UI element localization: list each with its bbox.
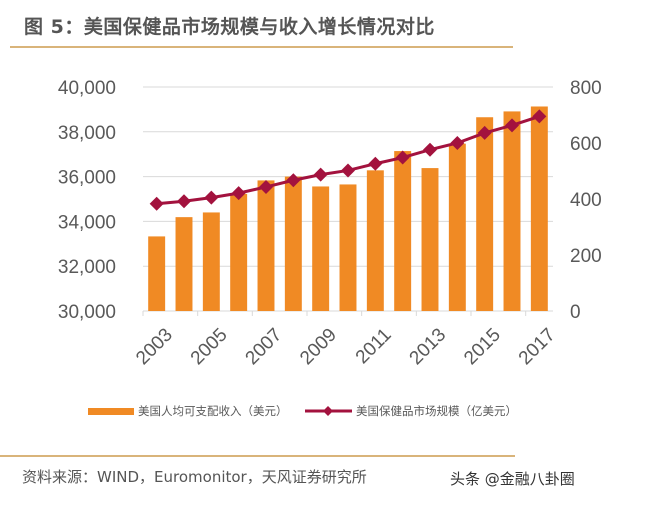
bar-2007 — [257, 180, 275, 311]
line-marker-2012 — [395, 150, 410, 165]
bar-2003 — [148, 236, 166, 311]
line-marker-2003 — [149, 196, 164, 211]
line-marker-2004 — [177, 194, 191, 209]
line-marker-2015 — [477, 125, 492, 140]
line-marker-2009 — [313, 167, 328, 182]
legend-label-market: 美国保健品市场规模（亿美元） — [356, 404, 517, 418]
x-tick-label: 2011 — [352, 324, 396, 368]
y-right-tick-label: 200 — [570, 246, 602, 267]
line-marker-2005 — [204, 190, 219, 205]
x-tick-label: 2005 — [187, 324, 232, 369]
bar-2006 — [230, 193, 248, 311]
legend-label-income: 美国人均可支配收入（美元） — [138, 404, 288, 418]
y-left-tick-label: 30,000 — [58, 302, 116, 323]
x-tick-label: 2007 — [242, 324, 287, 369]
bar-2016 — [503, 111, 521, 311]
footer-divider — [0, 455, 515, 457]
x-tick-label: 2013 — [406, 324, 451, 369]
source-note: 资料来源：WIND，Euromonitor，天风证券研究所 — [22, 468, 367, 486]
bar-2005 — [202, 212, 220, 311]
bar-2015 — [476, 117, 494, 312]
line-marker-2014 — [450, 136, 465, 150]
line-marker-2017 — [532, 109, 547, 124]
y-left-tick-label: 40,000 — [58, 78, 116, 99]
y-left-tick-label: 38,000 — [58, 123, 116, 144]
bar-2011 — [366, 170, 384, 311]
y-right-tick-label: 800 — [570, 78, 602, 99]
line-marker-2010 — [341, 163, 355, 178]
y-left-tick-label: 32,000 — [58, 257, 116, 278]
line-marker-2016 — [505, 118, 519, 133]
y-left-tick-label: 36,000 — [58, 168, 116, 189]
x-tick-label: 2009 — [296, 324, 341, 369]
bar-2013 — [421, 168, 439, 311]
x-tick-label: 2017 — [515, 324, 560, 369]
bar-2017 — [530, 106, 548, 311]
line-marker-2008 — [286, 173, 301, 188]
bar-2004 — [175, 217, 193, 311]
y-left-tick-label: 34,000 — [58, 212, 116, 233]
line-marker-2006 — [231, 186, 246, 201]
bar-2014 — [448, 143, 466, 311]
line-marker-2013 — [423, 142, 437, 157]
legend-diamond-icon — [323, 406, 333, 416]
y-right-tick-label: 600 — [570, 134, 602, 155]
legend-bar-swatch — [88, 408, 134, 415]
y-right-tick-label: 0 — [570, 302, 581, 323]
bar-2009 — [312, 186, 330, 311]
x-tick-label: 2015 — [460, 324, 505, 369]
chart-title: 图 5：美国保健品市场规模与收入增长情况对比 — [24, 16, 435, 38]
bar-2012 — [394, 151, 412, 311]
line-marker-2011 — [368, 156, 383, 171]
y-right-tick-label: 400 — [570, 190, 602, 211]
bar-2010 — [339, 184, 357, 311]
bar-2008 — [284, 176, 302, 311]
title-divider — [10, 46, 513, 48]
x-tick-label: 2003 — [132, 324, 177, 369]
line-marker-2007 — [259, 179, 273, 194]
watermark: 头条 @金融八卦圈 — [450, 470, 575, 488]
